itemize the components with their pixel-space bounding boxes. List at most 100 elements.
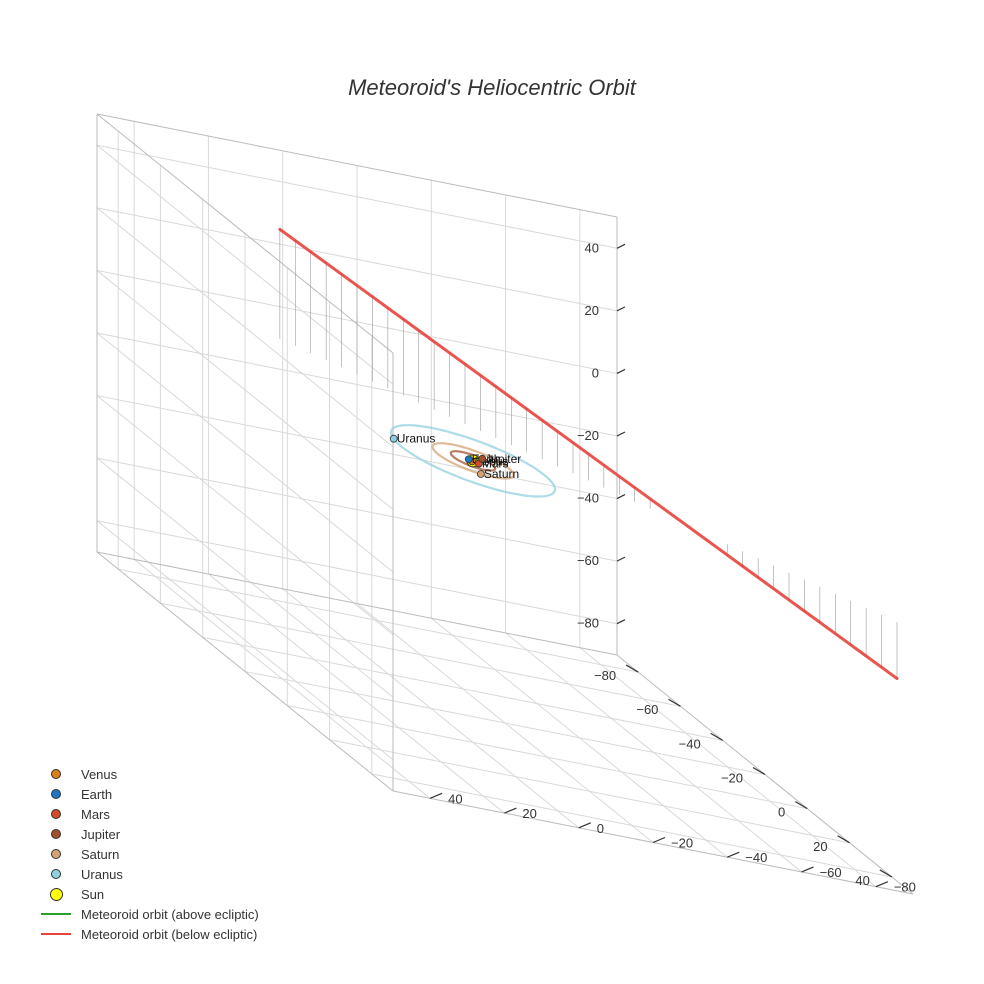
legend-swatch: [40, 789, 72, 799]
z-tick-mark: [616, 243, 626, 249]
planet-label-uranus: Uranus: [397, 432, 436, 446]
legend-item[interactable]: Saturn: [40, 844, 259, 864]
legend-item[interactable]: Uranus: [40, 864, 259, 884]
z-tick-mark: [616, 368, 626, 374]
meteoroid-trajectory: [278, 227, 899, 680]
x-tick-mark: [752, 766, 766, 776]
x-tick-label: 20: [813, 839, 827, 854]
legend-item[interactable]: Earth: [40, 784, 259, 804]
grid-line: [282, 588, 580, 829]
legend-item[interactable]: Venus: [40, 764, 259, 784]
legend-swatch: [40, 809, 72, 819]
y-tick-mark: [504, 807, 517, 814]
legend-dot-marker: [51, 769, 61, 779]
legend-dot-marker: [51, 829, 61, 839]
grid-line: [133, 558, 431, 799]
legend-label: Saturn: [81, 846, 120, 862]
legend-line-marker: [41, 933, 71, 935]
grid-line: [371, 773, 892, 878]
grid-line: [96, 144, 394, 385]
grid-line: [96, 332, 618, 437]
legend-swatch: [40, 769, 72, 779]
y-tick-mark: [578, 822, 591, 829]
legend-dot-marker: [51, 809, 61, 819]
planet-label-saturn: Saturn: [484, 467, 519, 481]
trajectory-line-1: [278, 227, 899, 680]
legend-swatch: [40, 869, 72, 879]
z-tick-mark: [616, 306, 626, 312]
y-tick-label: 0: [597, 821, 604, 836]
box-edge: [96, 113, 394, 354]
x-tick-mark: [668, 698, 681, 707]
x-tick-mark: [794, 801, 808, 810]
grid-line: [287, 705, 808, 810]
legend-label: Meteoroid orbit (above ecliptic): [81, 906, 259, 922]
planet-marker-jupiter: [478, 454, 487, 463]
grid-line: [96, 207, 618, 312]
legend-item[interactable]: Sun: [40, 884, 259, 904]
z-tick-label: −60: [577, 553, 599, 568]
legend-label: Jupiter: [81, 826, 121, 842]
z-tick-label: −20: [577, 428, 599, 443]
orbit-uranus: [389, 424, 557, 498]
grid-line: [96, 207, 394, 448]
legend-label: Sun: [81, 886, 105, 902]
x-tick-label: 0: [778, 805, 785, 820]
z-tick-mark: [616, 494, 626, 500]
y-tick-label: 40: [448, 791, 462, 806]
y-tick-label: −20: [671, 836, 693, 851]
planet-label-mars: Mars: [482, 457, 509, 471]
legend-dot-marker: [49, 887, 63, 901]
orbit-jupiter: [449, 450, 497, 472]
x-tick-mark: [710, 732, 724, 741]
legend-line-marker: [41, 913, 71, 915]
planet-marker-saturn: [476, 470, 485, 478]
y-tick-label: −80: [894, 880, 916, 895]
legend-item[interactable]: Mars: [40, 804, 259, 824]
legend-item[interactable]: Meteoroid orbit (below ecliptic): [40, 924, 259, 944]
z-tick-mark: [616, 431, 626, 437]
legend-dot-marker: [51, 789, 61, 799]
box-edge: [96, 551, 394, 792]
y-tick-label: −40: [745, 850, 767, 865]
legend-label: Earth: [81, 786, 113, 802]
y-tick-mark: [652, 836, 666, 844]
orbit-saturn: [431, 442, 515, 480]
legend-swatch: [40, 933, 72, 935]
z-tick-label: 0: [592, 365, 599, 380]
z-tick-mark: [616, 619, 626, 625]
legend-item[interactable]: Jupiter: [40, 824, 259, 844]
x-tick-label: −20: [721, 771, 743, 786]
legend-item[interactable]: Meteoroid orbit (above ecliptic): [40, 904, 259, 924]
z-tick-label: −40: [577, 491, 599, 506]
axis-ticks: −80 −60 −40 −20 0 20 40 −80 −60 −40 −20 0 20 40 −80 −60…: [429, 240, 916, 895]
y-tick-label: 20: [522, 806, 536, 821]
y-tick-label: −60: [820, 865, 842, 880]
x-tick-mark: [879, 869, 893, 878]
legend-swatch: [40, 887, 72, 901]
grid-line: [96, 270, 394, 510]
chart-title: Meteoroid's Heliocentric Orbit: [348, 75, 637, 100]
z-tick-label: 40: [585, 240, 599, 255]
z-tick-mark: [616, 556, 626, 562]
legend-swatch: [40, 829, 72, 839]
z-tick-label: 20: [585, 303, 599, 318]
grid-line: [329, 739, 850, 844]
z-tick-label: −80: [577, 616, 599, 631]
x-tick-label: −80: [594, 668, 616, 683]
grid-line: [208, 573, 505, 814]
legend-label: Mars: [81, 806, 110, 822]
planet-marker-uranus: [389, 434, 398, 443]
legend-label: Meteoroid orbit (below ecliptic): [81, 926, 258, 942]
planet-label-jupiter: Jupiter: [485, 452, 521, 466]
legend-label: Venus: [81, 766, 118, 782]
x-tick-label: 40: [855, 873, 869, 888]
grid-line: [356, 603, 654, 843]
box-edge: [96, 551, 618, 656]
x-tick-mark: [837, 835, 850, 844]
grid-line: [96, 332, 394, 573]
y-tick-mark: [875, 881, 889, 888]
y-tick-mark: [727, 851, 740, 858]
